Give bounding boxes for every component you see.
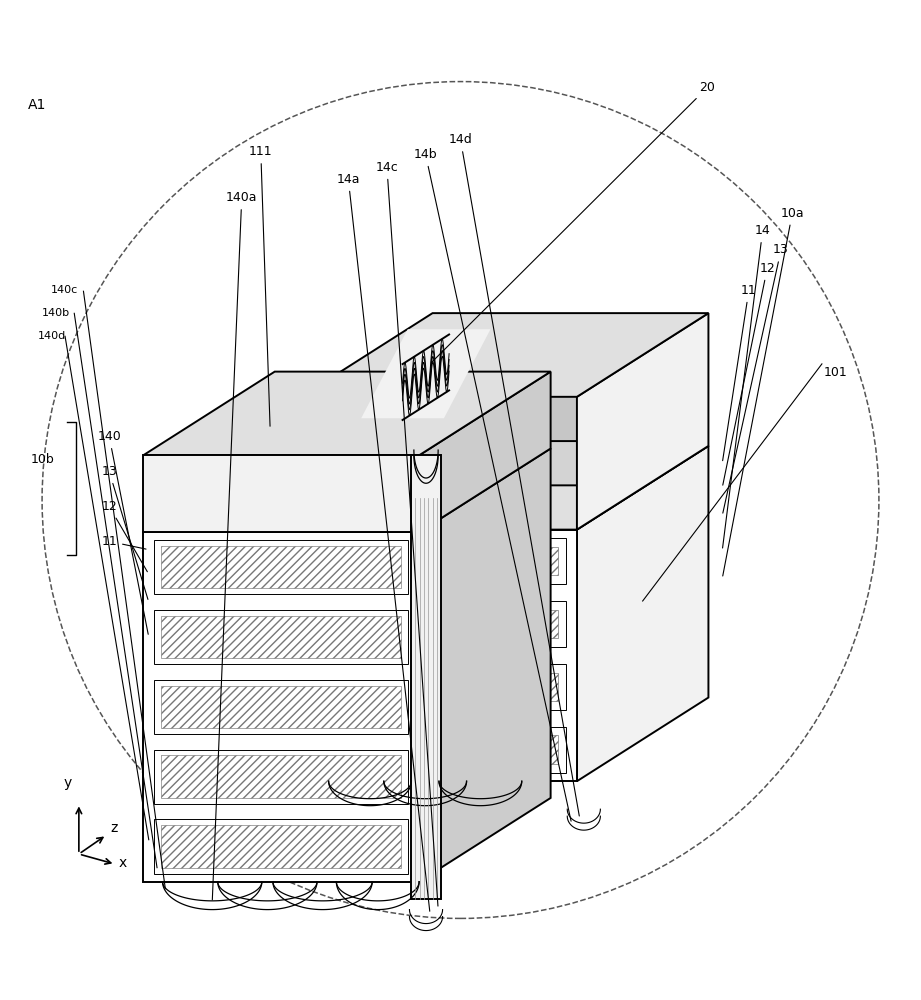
- Text: 140b: 140b: [42, 308, 70, 318]
- Text: y: y: [64, 776, 72, 790]
- Polygon shape: [301, 402, 708, 485]
- Polygon shape: [144, 455, 419, 532]
- Polygon shape: [301, 313, 708, 397]
- Text: A1: A1: [29, 98, 47, 112]
- Polygon shape: [161, 546, 402, 588]
- Polygon shape: [144, 449, 551, 532]
- Polygon shape: [161, 755, 402, 798]
- Polygon shape: [301, 446, 708, 530]
- Polygon shape: [419, 449, 551, 882]
- Polygon shape: [155, 680, 408, 734]
- Polygon shape: [155, 540, 408, 594]
- Polygon shape: [155, 750, 408, 804]
- Polygon shape: [321, 610, 557, 638]
- Text: 140a: 140a: [213, 191, 258, 900]
- Polygon shape: [312, 664, 565, 710]
- Text: 10b: 10b: [30, 453, 54, 466]
- Polygon shape: [577, 402, 708, 530]
- Text: 14c: 14c: [376, 161, 438, 906]
- Text: 12: 12: [723, 262, 775, 485]
- Text: 11: 11: [723, 284, 757, 461]
- Text: 13: 13: [723, 243, 789, 513]
- Polygon shape: [312, 727, 565, 773]
- Text: z: z: [111, 821, 118, 835]
- Text: 14a: 14a: [336, 173, 430, 911]
- Polygon shape: [312, 538, 565, 584]
- Polygon shape: [419, 372, 551, 532]
- Polygon shape: [144, 372, 551, 455]
- Polygon shape: [361, 329, 491, 418]
- Text: 14b: 14b: [414, 148, 571, 821]
- Polygon shape: [577, 313, 708, 530]
- Polygon shape: [577, 446, 708, 781]
- Polygon shape: [161, 616, 402, 658]
- Polygon shape: [321, 735, 557, 764]
- Polygon shape: [155, 610, 408, 664]
- Polygon shape: [301, 446, 708, 530]
- Polygon shape: [411, 455, 441, 899]
- Polygon shape: [161, 825, 402, 868]
- Polygon shape: [301, 530, 577, 781]
- Text: 14: 14: [723, 224, 771, 548]
- Text: 10a: 10a: [723, 207, 804, 576]
- Text: 12: 12: [101, 500, 147, 572]
- Polygon shape: [321, 673, 557, 701]
- Polygon shape: [577, 313, 708, 441]
- Polygon shape: [161, 686, 402, 728]
- Text: 111: 111: [249, 145, 273, 426]
- Text: 14d: 14d: [449, 133, 579, 816]
- Polygon shape: [577, 357, 708, 485]
- Text: 140: 140: [98, 430, 148, 634]
- Text: 13: 13: [101, 465, 148, 599]
- Text: 140d: 140d: [38, 331, 65, 341]
- Polygon shape: [312, 601, 565, 647]
- Polygon shape: [155, 819, 408, 874]
- Polygon shape: [144, 532, 419, 882]
- Polygon shape: [321, 547, 557, 575]
- Text: 140c: 140c: [52, 285, 78, 295]
- Text: 20: 20: [431, 81, 716, 362]
- Text: x: x: [118, 856, 126, 870]
- Text: 101: 101: [823, 366, 847, 379]
- Text: 11: 11: [101, 535, 146, 549]
- Polygon shape: [301, 357, 708, 441]
